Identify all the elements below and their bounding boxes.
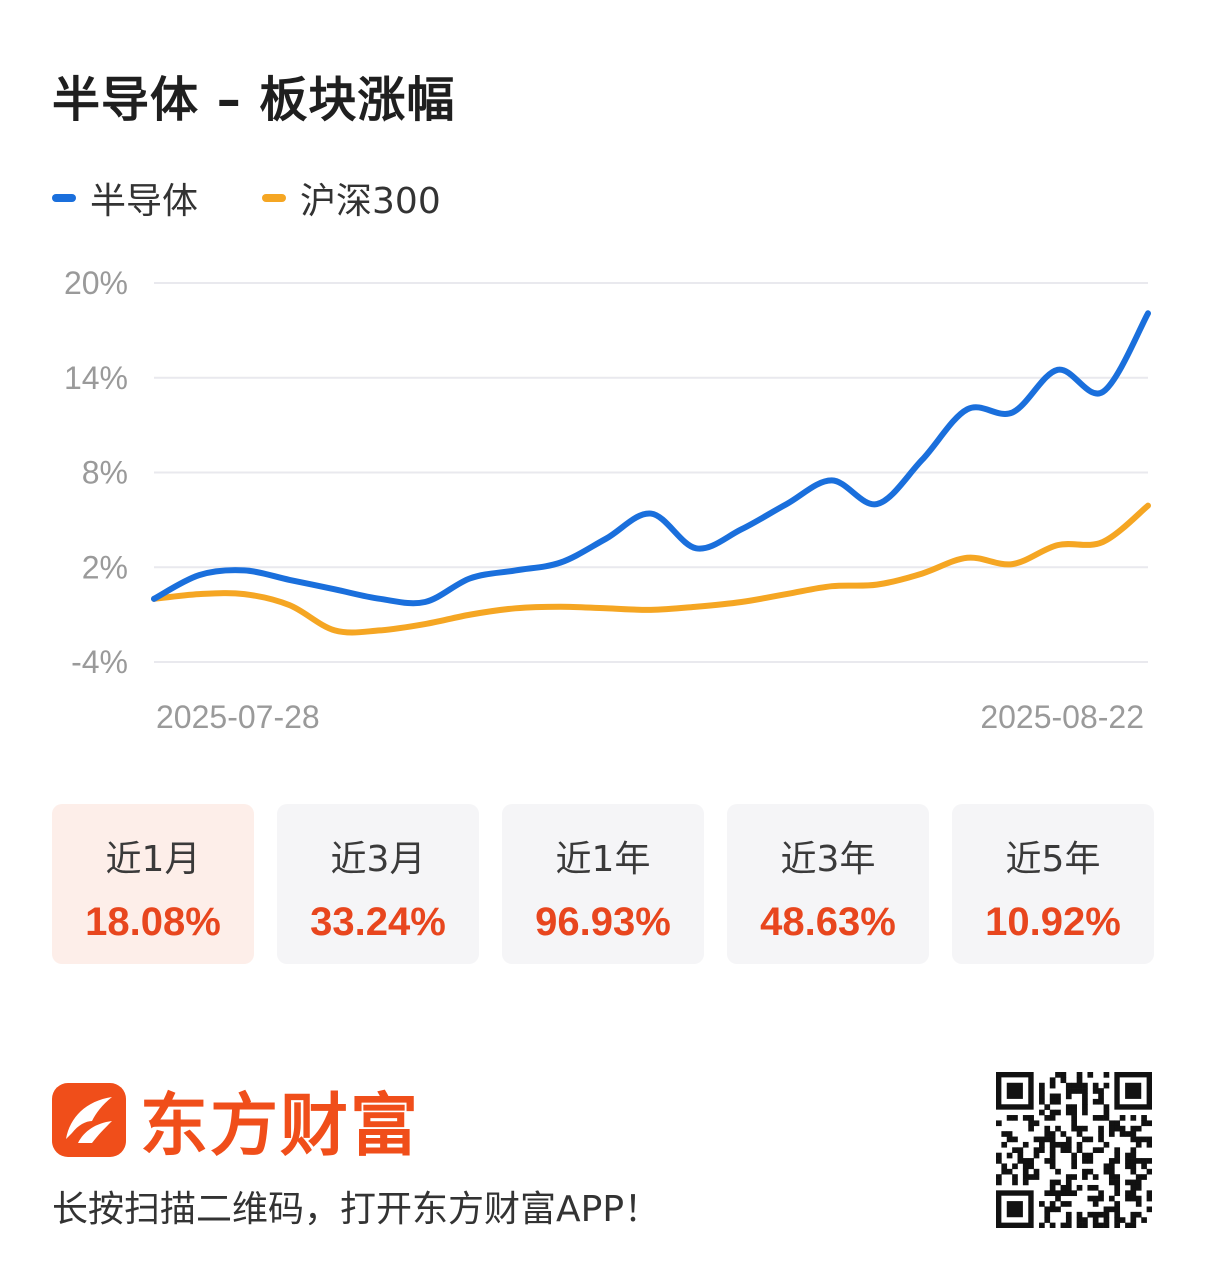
period-value: 33.24% [310,900,446,944]
series-line-1 [151,310,1151,607]
page-title: 半导体 – 板块涨幅 [52,72,456,128]
brand: 东方财富 [52,1070,420,1169]
legend-swatch-series-1 [52,194,76,202]
period-value: 96.93% [535,900,671,944]
period-label: 近1月 [105,839,201,880]
brand-name: 东方财富 [140,1087,421,1166]
y-tick-label: 20% [64,265,128,301]
y-tick-label: 8% [82,455,128,491]
period-tab-3m[interactable]: 近3月 33.24% [277,804,479,964]
series-line-2 [151,502,1151,636]
period-tab-1y[interactable]: 近1年 96.93% [502,804,704,964]
line-chart: 20% 14% 8% 2% -4% 2025-07-28 2025-08-22 [64,265,1151,735]
y-tick-label: -4% [71,644,128,680]
legend-label-series-1: 半导体 [90,181,199,222]
legend-item-series-1[interactable]: 半导体 [52,172,198,224]
period-label: 近3月 [330,839,426,880]
period-label: 近5年 [1005,839,1101,880]
period-tabs: 近1月 18.08% 近3月 33.24% 近1年 96.93% 近3年 48.… [52,804,1154,964]
x-tick-label-start: 2025-07-28 [156,699,320,735]
period-tab-3y[interactable]: 近3年 48.63% [727,804,929,964]
y-tick-label: 2% [82,549,128,585]
legend-swatch-series-2 [262,194,287,202]
y-tick-label: 14% [64,360,128,396]
tagline: 长按扫描二维码，打开东方财富APP！ [52,1189,661,1230]
legend-label-series-2: 沪深300 [300,181,441,222]
eastmoney-logo-icon [52,1082,126,1157]
chart-legend: 半导体 沪深300 [52,176,505,222]
period-tab-1m[interactable]: 近1月 18.08% [52,804,254,964]
legend-item-series-2[interactable]: 沪深300 [262,172,441,224]
period-tab-5y[interactable]: 近5年 10.92% [952,804,1154,964]
x-tick-label-end: 2025-08-22 [980,699,1144,735]
period-label: 近1年 [555,839,651,880]
period-value: 10.92% [985,900,1121,944]
period-label: 近3年 [780,839,876,880]
period-value: 48.63% [760,900,896,944]
qr-code-icon[interactable] [996,1072,1152,1228]
period-value: 18.08% [85,900,221,944]
